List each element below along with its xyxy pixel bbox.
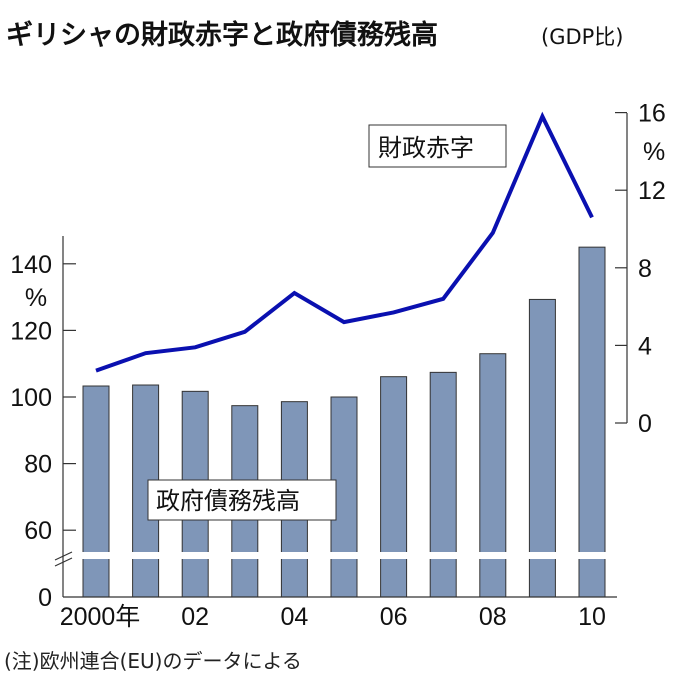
bar-2008 xyxy=(479,353,507,598)
left-tick-label-60: 60 xyxy=(24,517,52,545)
right-tick-label-16: 16 xyxy=(638,100,666,128)
right-tick-label-12: 12 xyxy=(638,177,666,205)
axis-break-mark xyxy=(54,557,73,567)
bar-2006 xyxy=(380,376,408,598)
left-tick-label-0: 0 xyxy=(38,584,52,612)
left-tick-label-140: 140 xyxy=(10,251,52,279)
bar-2010 xyxy=(578,246,606,598)
axis-break-band xyxy=(64,552,617,559)
x-tick-label-2006: 06 xyxy=(380,603,408,631)
x-tick-label-2000: 2000年 xyxy=(60,603,141,631)
right-unit-label: % xyxy=(643,138,665,166)
bar-2000 xyxy=(82,385,110,598)
x-tick-label-2008: 08 xyxy=(479,603,507,631)
bar-2007 xyxy=(429,371,457,598)
right-tick-label-0: 0 xyxy=(638,410,652,438)
source-note: (注)欧州連合(EU)のデータによる xyxy=(4,649,302,673)
right-tick-label-8: 8 xyxy=(638,255,652,283)
left-tick-label-100: 100 xyxy=(10,384,52,412)
axis-break-mark xyxy=(54,551,73,561)
x-tick-label-2010: 10 xyxy=(578,603,606,631)
chart-subtitle: (GDP比) xyxy=(541,25,624,49)
legend-deficit: 財政赤字 xyxy=(368,124,507,168)
x-tick-label-2002: 02 xyxy=(181,603,209,631)
left-tick-label-120: 120 xyxy=(10,317,52,345)
legend-debt-label: 政府債務残高 xyxy=(156,487,300,515)
chart-title: ギリシャの財政赤字と政府債務残高 xyxy=(6,19,438,51)
right-tick-label-4: 4 xyxy=(638,332,652,360)
left-unit-label: % xyxy=(25,284,47,312)
bar-2009 xyxy=(528,298,556,598)
legend-debt: 政府債務残高 xyxy=(147,479,337,521)
deficit-line xyxy=(95,111,594,373)
left-tick-label-80: 80 xyxy=(24,451,52,479)
legend-deficit-label: 財政赤字 xyxy=(378,134,474,162)
x-tick-label-2004: 04 xyxy=(280,603,308,631)
